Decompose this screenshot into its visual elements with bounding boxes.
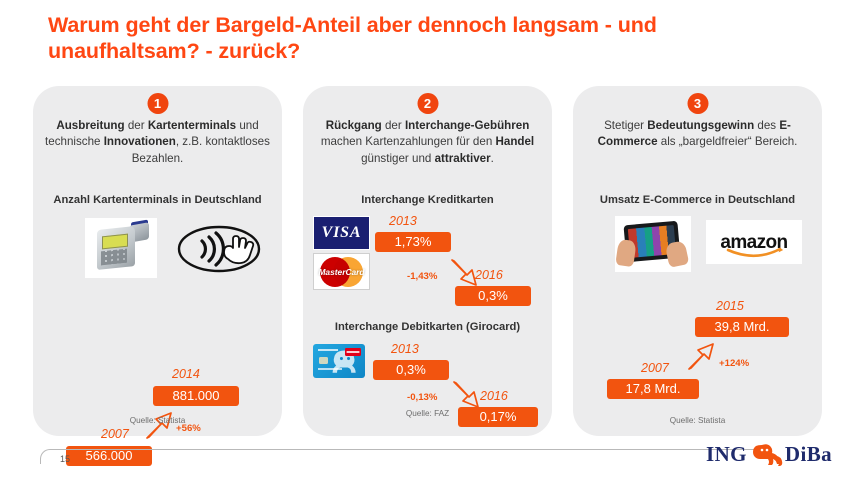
panel-3-number-badge: 3	[687, 93, 708, 114]
panel-1: 1 Ausbreitung der Kartenterminals und te…	[33, 86, 282, 467]
girocard-image	[313, 344, 365, 378]
headline-text-3: , z.B. kontaktloses Bezahlen.	[131, 135, 270, 165]
headline-bold-kartenterminals: Kartenterminals	[147, 119, 237, 132]
panel-1-headline: Ausbreitung der Kartenterminals und tech…	[43, 118, 272, 167]
panel-2-credit-value-2013: 1,73%	[375, 232, 451, 253]
panel-2-headline: Rückgang der Interchange-Gebühren machen…	[313, 118, 542, 167]
visa-wordmark: VISA	[321, 224, 362, 241]
headline-text-1: Stetiger	[604, 119, 648, 132]
panel-1-number-badge: 1	[147, 93, 168, 114]
girocard-lion-icon	[332, 350, 356, 373]
amazon-smile-arrow-icon	[726, 247, 784, 258]
panel-2-debit-change-label: -0,13%	[407, 392, 438, 403]
headline-text-2: machen Kartenzahlungen für den	[320, 135, 496, 149]
mastercard-orange-circle	[333, 256, 363, 287]
panel-3-trend-arrow-up-icon	[688, 343, 714, 370]
panel-2-credit-trend-arrow-down-icon	[451, 259, 477, 286]
headline-text-4: .	[490, 151, 494, 165]
ing-diba-logo: ING DiBa	[706, 441, 832, 467]
panel-2-debit-value-2016: 0,17%	[458, 407, 538, 428]
ing-lion-svg	[752, 444, 783, 466]
panel-2: 2 Rückgang der Interchange-Gebühren mach…	[303, 86, 552, 436]
panel-3-value-2015: 39,8 Mrd.	[695, 317, 789, 338]
headline-bold-innovationen: Innovationen	[103, 135, 176, 149]
panel-1-source: Quelle: Statista	[129, 416, 186, 425]
panel-2-subhead-debit: Interchange Debitkarten (Girocard)	[334, 321, 521, 333]
tablet-hand-left-decor	[615, 238, 637, 268]
headline-text-3: als „bargeldfreier“ Bereich.	[657, 135, 798, 149]
headline-bold-ecommerce: E-Commerce	[597, 119, 791, 149]
girocard-line-decor	[318, 349, 338, 351]
panel-2-credit-value-2016: 0,3%	[455, 286, 531, 307]
headline-text-1: der	[124, 119, 148, 132]
headline-text-1: der	[381, 119, 405, 132]
headline-bold-interchange: Interchange-Gebühren	[404, 119, 530, 132]
panel-1-trend-arrow-up-icon	[146, 412, 172, 439]
logo-text-ing: ING	[706, 441, 747, 466]
headline-bold-bedeutungsgewinn: Bedeutungsgewinn	[647, 119, 755, 132]
terminal-screen-decor	[102, 233, 128, 250]
ing-lion-icon	[749, 442, 783, 466]
visa-logo: VISA	[313, 216, 370, 250]
logo-text-diba: DiBa	[784, 441, 832, 466]
panel-2-debit-trend-arrow-down-icon	[453, 381, 479, 408]
tablet-hand-right-decor	[664, 240, 690, 268]
panel-1-year-2014: 2014	[172, 367, 200, 381]
girocard-line2-decor	[318, 368, 342, 370]
page-title: Warum geht der Bargeld-Anteil aber denno…	[48, 13, 657, 64]
panel-1-year-2007: 2007	[101, 427, 129, 441]
terminal-keypad-decor	[101, 248, 127, 266]
panel-2-debit-value-2013: 0,3%	[373, 360, 449, 381]
page-number: 15	[60, 454, 71, 464]
panel-3-headline: Stetiger Bedeutungsgewinn des E-Commerce…	[583, 118, 812, 151]
panel-2-debit-year-2013: 2013	[391, 342, 419, 356]
mastercard-logo: MasterCard	[313, 253, 370, 290]
headline-text-2: des	[754, 119, 780, 132]
panel-3-year-2007: 2007	[641, 361, 669, 375]
panel-1-subhead: Anzahl Kartenterminals in Deutschland	[53, 194, 262, 206]
panel-1-change-label: +56%	[176, 423, 201, 434]
headline-text-3: günstiger und	[361, 151, 435, 165]
panel-2-credit-change-label: -1,43%	[407, 271, 438, 282]
panel-2-number-badge: 2	[417, 93, 438, 114]
footer-divider	[40, 449, 759, 464]
panel-3-change-label: +124%	[719, 358, 750, 369]
amazon-logo: amazon	[706, 220, 802, 264]
amazon-wordmark: amazon	[720, 231, 788, 253]
contactless-svg	[177, 225, 261, 273]
headline-bold-ausbreitung: Ausbreitung	[56, 119, 125, 132]
panel-3-value-2007: 17,8 Mrd.	[607, 379, 699, 400]
panel-2-subhead-credit: Interchange Kreditkarten	[361, 194, 494, 206]
headline-bold-attraktiver: attraktiver	[434, 151, 491, 165]
panel-3-source: Quelle: Statista	[669, 416, 726, 425]
mastercard-wordmark: MasterCard	[318, 266, 365, 277]
contactless-symbol-icon	[176, 219, 262, 277]
headline-text-2: und technische	[45, 119, 259, 149]
girocard-chip-decor	[319, 357, 328, 364]
headline-bold-rueckgang: Rückgang	[325, 119, 382, 132]
panel-1-value-2007: 566.000	[66, 446, 152, 467]
card-terminal-photo	[85, 218, 157, 278]
girocard-badge-decor	[345, 348, 361, 356]
panel-2-credit-year-2016: 2016	[475, 268, 503, 282]
tablet-photo	[615, 216, 691, 272]
panel-1-value-2014: 881.000	[153, 386, 239, 407]
panel-2-source: Quelle: FAZ	[405, 409, 450, 418]
panel-2-credit-year-2013: 2013	[389, 214, 417, 228]
panel-2-debit-year-2016: 2016	[480, 389, 508, 403]
panel-3: 3 Stetiger Bedeutungsgewinn des E-Commer…	[573, 86, 822, 436]
headline-bold-handel: Handel	[495, 135, 535, 149]
panel-3-year-2015: 2015	[716, 299, 744, 313]
panel-3-subhead: Umsatz E-Commerce in Deutschland	[599, 194, 796, 206]
